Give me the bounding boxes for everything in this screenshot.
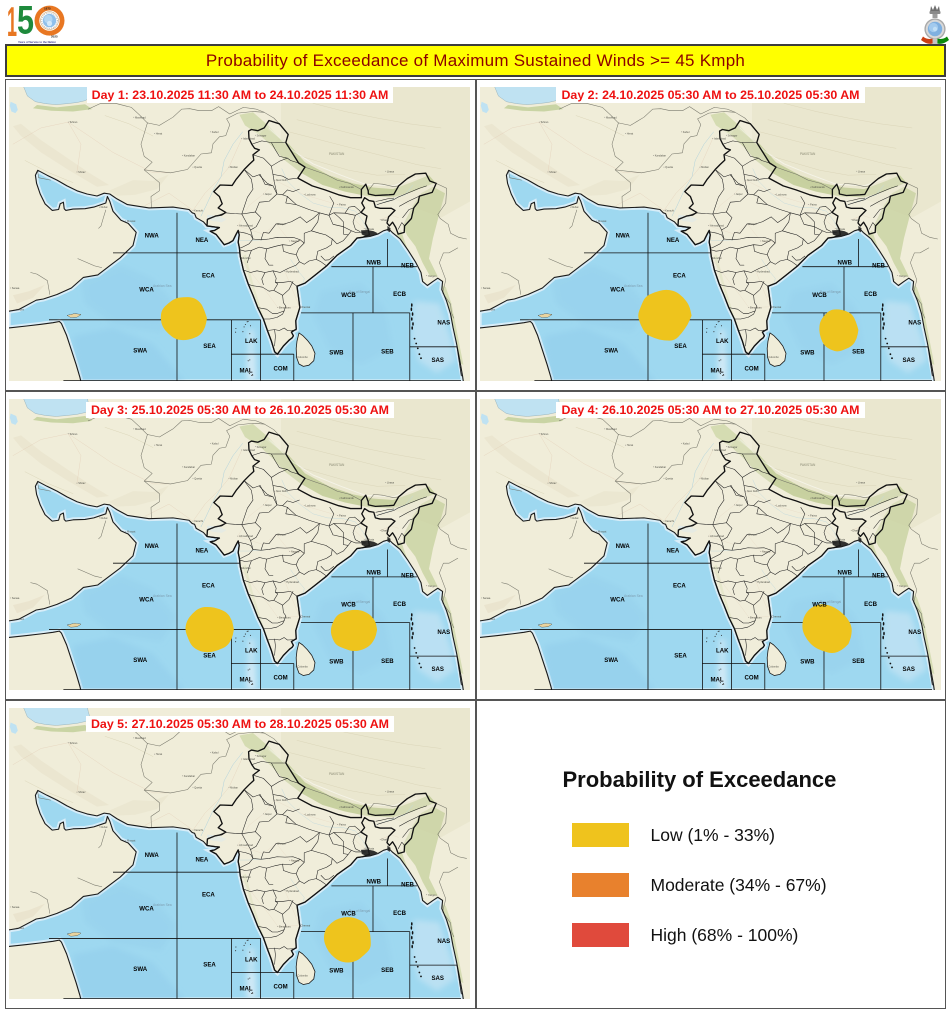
svg-text:2025: 2025 xyxy=(51,34,58,38)
svg-text:1: 1 xyxy=(7,0,17,38)
svg-text:5: 5 xyxy=(17,0,34,38)
svg-text:1875: 1875 xyxy=(44,6,51,10)
